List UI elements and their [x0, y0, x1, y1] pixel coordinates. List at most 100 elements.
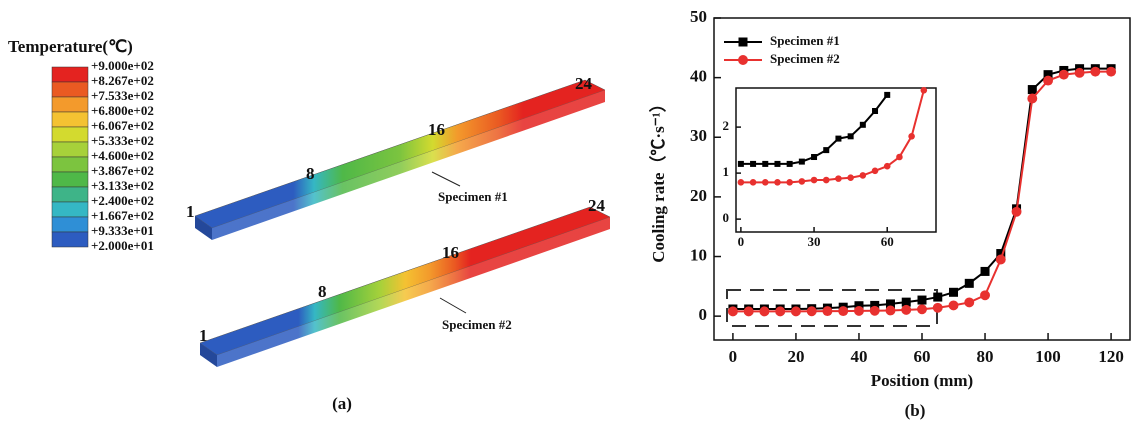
legend-swatch [52, 187, 88, 202]
legend-swatch [52, 97, 88, 112]
legend-swatch [52, 142, 88, 157]
y-tick-label: 30 [690, 126, 707, 145]
y-tick-label: 1 [723, 164, 730, 179]
y-tick-label: 0 [699, 305, 708, 324]
marker [870, 306, 880, 316]
legend-label: Specimen #1 [770, 33, 840, 48]
legend-label: +3.133e+02 [91, 178, 154, 193]
x-tick-label: 80 [977, 347, 994, 366]
x-tick-label: 0 [738, 234, 745, 249]
y-tick-label: 0 [723, 210, 730, 225]
legend-label: +6.067e+02 [91, 118, 154, 133]
marker [838, 306, 848, 316]
specimen-bar [195, 80, 605, 240]
legend-label: +9.333e+01 [91, 223, 154, 238]
marker [847, 174, 854, 181]
node-label: 16 [428, 120, 445, 139]
legend-swatch [52, 112, 88, 127]
marker [872, 108, 878, 114]
legend-label: +1.667e+02 [91, 208, 154, 223]
y-tick-label: 2 [723, 118, 730, 133]
marker [918, 296, 927, 305]
marker [738, 55, 748, 65]
marker [1075, 68, 1085, 78]
x-tick-label: 60 [914, 347, 931, 366]
y-tick-label: 20 [690, 186, 707, 205]
figure: Specimen #1 Specimen #2 1 8 16 24 1 8 16… [0, 0, 1139, 423]
x-tick-label: 100 [1035, 347, 1061, 366]
node-label: 16 [442, 243, 459, 262]
marker [981, 267, 990, 276]
marker [886, 306, 896, 316]
legend-label: +2.400e+02 [91, 193, 154, 208]
marker [835, 136, 841, 142]
marker [738, 179, 745, 186]
legend-label: Specimen #2 [770, 51, 840, 66]
marker [739, 38, 748, 47]
marker [980, 290, 990, 300]
marker [807, 306, 817, 316]
marker [750, 161, 756, 167]
legend-swatch [52, 202, 88, 217]
legend-swatch [52, 67, 88, 82]
marker [762, 179, 769, 186]
legend-swatch [52, 82, 88, 97]
marker [811, 177, 818, 184]
node-label: 8 [318, 282, 327, 301]
x-tick-label: 120 [1098, 347, 1124, 366]
x-tick-label: 60 [881, 234, 894, 249]
marker [860, 122, 866, 128]
legend-label: +3.867e+02 [91, 163, 154, 178]
marker [823, 147, 829, 153]
node-label: 24 [588, 196, 606, 215]
panel-label: (b) [905, 401, 926, 420]
legend-title: Temperature(℃) [8, 37, 133, 56]
y-axis-label: Cooling rate（℃·s⁻¹） [648, 95, 668, 263]
marker [744, 306, 754, 316]
marker [949, 288, 958, 297]
marker [884, 92, 890, 98]
y-tick-label: 10 [690, 245, 707, 264]
specimen-label: Specimen #1 [438, 189, 508, 204]
x-tick-label: 20 [787, 347, 804, 366]
legend-label: +6.800e+02 [91, 103, 154, 118]
marker [791, 306, 801, 316]
marker [759, 306, 769, 316]
marker [799, 159, 805, 165]
y-tick-label: 50 [690, 7, 707, 26]
node-label: 24 [575, 74, 593, 93]
marker [823, 306, 833, 316]
marker [823, 177, 830, 184]
marker [854, 306, 864, 316]
marker [921, 87, 928, 94]
marker [848, 133, 854, 139]
node-label: 1 [186, 202, 195, 221]
legend-label: +4.600e+02 [91, 148, 154, 163]
leader-line [440, 298, 466, 313]
marker [884, 163, 891, 170]
marker [965, 279, 974, 288]
marker [787, 161, 793, 167]
marker [917, 304, 927, 314]
x-tick-label: 30 [808, 234, 821, 249]
marker [1059, 70, 1069, 80]
marker [774, 161, 780, 167]
marker [811, 154, 817, 160]
legend-swatch [52, 157, 88, 172]
marker [872, 168, 879, 175]
marker [996, 255, 1006, 265]
x-tick-label: 0 [729, 347, 738, 366]
specimen-label: Specimen #2 [442, 317, 512, 332]
marker [860, 172, 867, 179]
legend-label: +8.267e+02 [91, 73, 154, 88]
marker [896, 154, 903, 161]
legend-swatch [52, 172, 88, 187]
series-line [741, 90, 924, 182]
marker [774, 179, 781, 186]
node-label: 1 [199, 326, 208, 345]
marker [750, 179, 757, 186]
x-axis-label: Position (mm) [871, 371, 973, 390]
legend-swatch [52, 127, 88, 142]
marker [1027, 94, 1037, 104]
legend-label: +7.533e+02 [91, 88, 154, 103]
